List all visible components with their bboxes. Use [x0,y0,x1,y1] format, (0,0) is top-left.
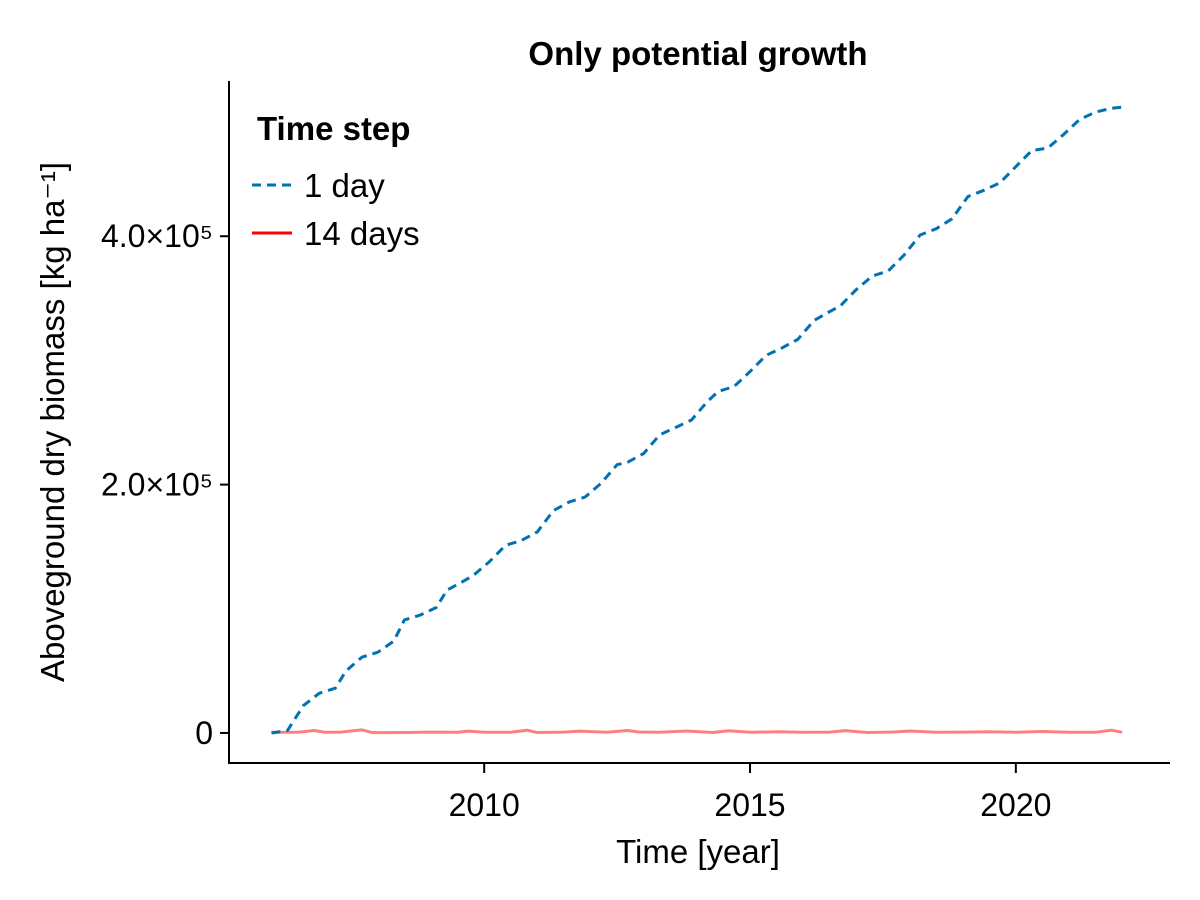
series-layer [271,105,1123,735]
legend-entry-label: 1 day [304,167,385,204]
x-ticks: 2010 2015 2020 [449,763,1051,823]
series-line-1-day [271,105,1123,735]
chart-title: Only potential growth [528,35,867,72]
plot-area: 2010 2015 2020 0 2.0×10⁵ 4.0×10⁵ [101,81,1170,823]
y-tick-label: 2.0×10⁵ [101,467,213,503]
y-tick-label: 0 [195,715,213,751]
x-tick-label: 2010 [449,787,520,823]
series-line-14-days [271,728,1123,735]
x-tick-label: 2020 [980,787,1051,823]
legend-entry-label: 14 days [304,215,420,252]
y-axis-label: Aboveground dry biomass [kg ha⁻¹] [34,162,71,682]
y-tick-label: 4.0×10⁵ [101,218,213,254]
legend: Time step 1 day 14 days [252,110,420,252]
x-axis-label: Time [year] [616,833,780,870]
legend-title: Time step [257,110,410,147]
x-tick-label: 2015 [714,787,785,823]
y-ticks: 0 2.0×10⁵ 4.0×10⁵ [101,218,230,751]
